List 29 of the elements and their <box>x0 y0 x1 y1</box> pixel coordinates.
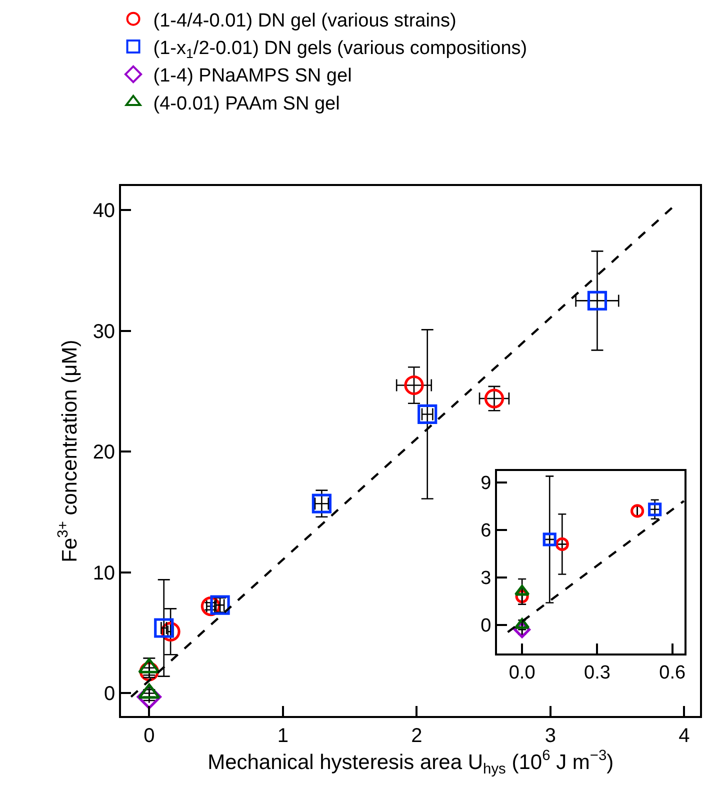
legend-label: (1-4/4-0.01) DN gel (various strains) <box>153 10 456 32</box>
x-tick-label: 3 <box>544 725 556 748</box>
legend-label: (4-0.01) PAAm SN gel <box>153 93 340 114</box>
y-tick-label: 0 <box>480 616 492 637</box>
y-tick-label: 30 <box>92 320 116 343</box>
y-tick-label: 40 <box>92 200 116 222</box>
x-tick-label: 0 <box>144 725 155 748</box>
x-tick-label: 4 <box>678 725 690 748</box>
x-tick-label: 1 <box>277 725 288 748</box>
x-tick-label: 0.0 <box>508 662 536 684</box>
y-tick-label: 20 <box>92 442 116 464</box>
y-tick-label: 3 <box>480 568 492 590</box>
point <box>484 388 504 408</box>
point <box>555 537 569 551</box>
x-tick-label: 0.6 <box>659 662 686 684</box>
legend-label: (1-x$_{1}$/2-0.01) DN gels (various compositions) <box>153 38 528 61</box>
y-tick-label: 0 <box>104 683 116 706</box>
legend-label: (1-4) PNaAMPS SN gel <box>153 66 352 87</box>
y-tick-label: 9 <box>480 473 492 494</box>
x-tick-label: 0.3 <box>584 662 610 684</box>
y-tick-label: 10 <box>92 562 116 584</box>
point <box>154 618 174 638</box>
x-tick-label: 2 <box>411 725 422 748</box>
point <box>418 404 438 424</box>
y-tick-label: 6 <box>480 520 492 542</box>
x-axis-title: Mechanical hysteresis area U$_{hys}$ (10$^{6}$ J m$^{−3}$) <box>208 748 614 778</box>
point <box>630 504 644 518</box>
point <box>587 290 608 310</box>
point <box>404 375 424 396</box>
